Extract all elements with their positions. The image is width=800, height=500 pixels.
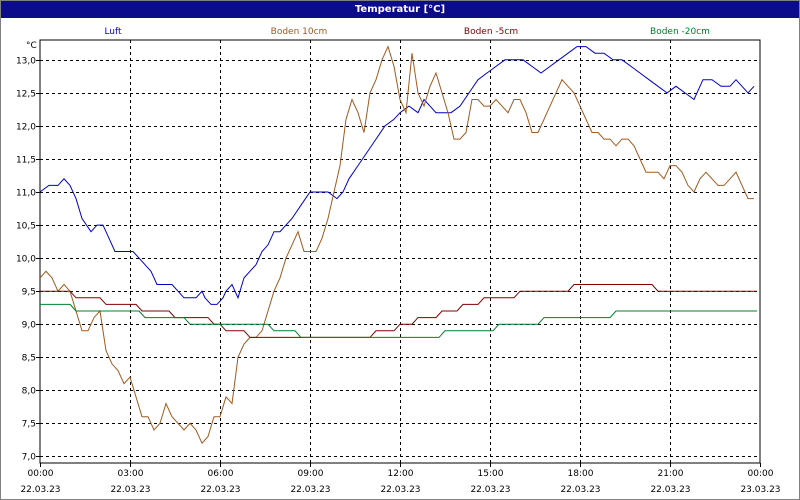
x-tick-date-label: 22.03.23 bbox=[110, 485, 150, 495]
y-tick-label: 10,0 bbox=[16, 255, 36, 265]
x-tick-time-label: 12:00 bbox=[388, 469, 414, 479]
x-tick-date-label: 23.03.23 bbox=[740, 485, 780, 495]
y-tick-label: 12,0 bbox=[16, 123, 36, 133]
chart-title: Temperatur [°C] bbox=[354, 4, 446, 15]
x-tick-time-label: 00:00 bbox=[748, 469, 774, 479]
y-tick-label: 8,0 bbox=[22, 387, 37, 397]
x-tick-date-label: 22.03.23 bbox=[470, 485, 510, 495]
x-tick-date-label: 22.03.23 bbox=[650, 485, 690, 495]
y-tick-label: 13,0 bbox=[16, 57, 36, 67]
legend-entry: Boden 10cm bbox=[271, 27, 328, 37]
x-axis: 00:00 22.03.23 03:00 22.03.23 06:00 22.03.23 0… bbox=[20, 463, 781, 495]
series-line-1 bbox=[39, 45, 754, 445]
y-tick-label: 9,0 bbox=[22, 321, 37, 331]
x-tick-date-label: 22.03.23 bbox=[200, 485, 240, 495]
grid bbox=[40, 40, 760, 463]
x-tick-time-label: 09:00 bbox=[298, 469, 324, 479]
y-tick-label: 9,5 bbox=[22, 288, 36, 298]
x-tick-date-label: 22.03.23 bbox=[20, 485, 60, 495]
x-tick-time-label: 03:00 bbox=[118, 469, 144, 479]
series-line-3 bbox=[40, 303, 757, 338]
series-group bbox=[39, 45, 757, 445]
x-tick-date-label: 22.03.23 bbox=[380, 485, 420, 495]
y-axis-label: °C bbox=[26, 41, 37, 51]
y-tick-label: 11,5 bbox=[16, 156, 36, 166]
title-bar: Temperatur [°C] bbox=[1, 1, 799, 18]
x-tick-time-label: 06:00 bbox=[208, 469, 234, 479]
series-line-0 bbox=[39, 46, 755, 305]
y-tick-label: 10,5 bbox=[16, 222, 36, 232]
series-line-2 bbox=[40, 284, 757, 338]
legend-entry: Boden -20cm bbox=[650, 27, 710, 37]
y-tick-label: 8,5 bbox=[22, 354, 36, 364]
x-tick-date-label: 22.03.23 bbox=[560, 485, 600, 495]
legend-entry: Boden -5cm bbox=[464, 27, 518, 37]
legend: Luft Boden 10cm Boden -5cm Boden -20cm bbox=[104, 27, 710, 37]
legend-entry: Luft bbox=[104, 27, 122, 37]
x-tick-date-label: 22.03.23 bbox=[290, 485, 330, 495]
y-tick-label: 12,5 bbox=[16, 90, 36, 100]
x-tick-time-label: 21:00 bbox=[658, 469, 684, 479]
x-tick-time-label: 15:00 bbox=[478, 469, 504, 479]
x-tick-time-label: 00:00 bbox=[28, 469, 54, 479]
y-axis: 7,0 7,5 8,0 8,5 9,0 9,5 10,0 10,5 11,0 11,5 12,0 12… bbox=[16, 57, 40, 463]
x-tick-time-label: 18:00 bbox=[568, 469, 594, 479]
y-tick-label: 7,0 bbox=[22, 453, 37, 463]
y-tick-label: 11,0 bbox=[16, 189, 36, 199]
y-tick-label: 7,5 bbox=[22, 420, 36, 430]
